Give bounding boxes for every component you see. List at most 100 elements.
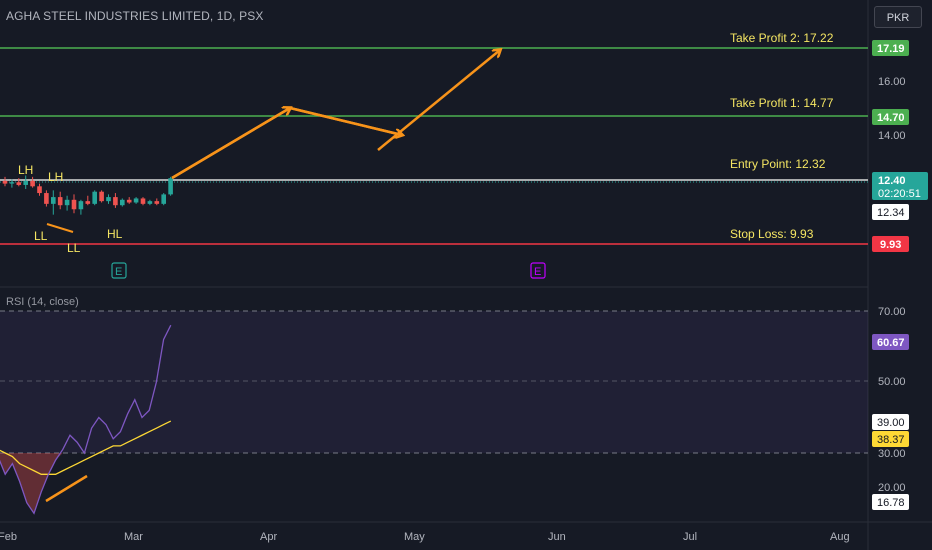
event-marker-1[interactable]	[111, 262, 127, 279]
rsi-oversold-fill	[0, 453, 171, 514]
symbol-title[interactable]: AGHA STEEL INDUSTRIES LIMITED, 1D, PSX	[6, 9, 264, 23]
candle[interactable]	[113, 193, 118, 208]
last-price-badge-text: 12.40	[878, 175, 906, 187]
swing-label-lh-1: LH	[18, 163, 33, 177]
candle[interactable]	[99, 190, 104, 203]
candle-body	[64, 199, 70, 206]
candle-body	[85, 201, 91, 204]
candle-body	[51, 197, 56, 204]
candle[interactable]	[30, 176, 35, 188]
candle-body	[147, 201, 153, 204]
candle-body	[126, 199, 132, 203]
take-profit-1-badge-text: 14.70	[877, 112, 905, 124]
time-label-jul: Jul	[683, 531, 697, 543]
close-ref-badge	[872, 204, 909, 220]
candle[interactable]	[37, 183, 42, 196]
rsi-ma-badge-text: 38.37	[877, 434, 905, 446]
price-tick-14: 14.00	[878, 130, 906, 142]
entry-point-label: Entry Point: 12.32	[730, 157, 826, 171]
rsi-divergence-line[interactable]	[45, 474, 88, 503]
rsi-tick-70: 70.00	[878, 306, 906, 318]
candle-body	[168, 178, 173, 195]
swing-label-ll-1: LL	[34, 229, 48, 243]
countdown-text: 02:20:51	[878, 188, 921, 200]
rsi-value-badge-text: 60.67	[877, 337, 905, 349]
event-marker-1-letter: E	[115, 266, 122, 278]
candle[interactable]	[133, 197, 139, 204]
take-profit-2-badge-text: 17.19	[877, 43, 905, 55]
time-label-feb: Feb	[0, 531, 17, 543]
rsi-lower-badge	[872, 494, 909, 510]
candle-body	[120, 199, 125, 206]
time-label-apr: Apr	[260, 531, 277, 543]
rsi-upper-badge	[872, 414, 909, 430]
take-profit-2-badge	[872, 40, 909, 56]
candle[interactable]	[16, 178, 22, 187]
candle[interactable]	[78, 199, 84, 215]
candle[interactable]	[126, 197, 132, 204]
price-tick-16: 16.00	[878, 76, 906, 88]
last-price-badge	[872, 172, 928, 200]
swing-label-lh-2: LH	[48, 170, 63, 184]
rsi-tick-50: 50.00	[878, 376, 906, 388]
candle-body	[16, 182, 22, 185]
projection-arrow-2[interactable]	[289, 106, 402, 135]
candle[interactable]	[85, 195, 91, 206]
rsi-line[interactable]	[0, 324, 172, 515]
candle-body	[106, 197, 111, 202]
candle[interactable]	[120, 198, 125, 207]
stop-loss-label: Stop Loss: 9.93	[730, 227, 814, 241]
time-label-mar: Mar	[124, 531, 143, 543]
rsi-series[interactable]	[0, 324, 172, 515]
rsi-ma-line[interactable]	[0, 420, 172, 475]
candle-body	[30, 180, 35, 187]
candle-body	[57, 197, 63, 206]
take-profit-2-label: Take Profit 2: 17.22	[730, 31, 834, 45]
time-label-jun: Jun	[548, 531, 566, 543]
candle[interactable]	[71, 194, 77, 214]
event-marker-2[interactable]	[530, 262, 546, 279]
candle[interactable]	[147, 199, 153, 206]
candle[interactable]	[161, 193, 166, 206]
swing-label-ll-2: LL	[67, 241, 81, 255]
candle[interactable]	[23, 175, 28, 190]
ll-trendline[interactable]	[46, 223, 74, 233]
projection-path[interactable]	[171, 106, 403, 180]
candle-body	[71, 199, 77, 210]
rsi-indicator-title[interactable]: RSI (14, close)	[6, 296, 79, 308]
take-profit-1-label: Take Profit 1: 14.77	[730, 96, 834, 110]
rsi-lower-badge-text: 16.78	[877, 497, 905, 509]
candle[interactable]	[9, 179, 15, 188]
rsi-upper-badge-text: 39.00	[877, 417, 905, 429]
candle[interactable]	[51, 190, 56, 215]
take-profit-1-badge	[872, 109, 909, 125]
candle[interactable]	[168, 176, 173, 196]
rsi-tick-20: 20.00	[878, 482, 906, 494]
close-ref-badge-text: 12.34	[877, 207, 905, 219]
candle-body	[23, 180, 28, 185]
candle[interactable]	[92, 190, 97, 206]
candle[interactable]	[154, 198, 160, 206]
projection-arrow-3[interactable]	[377, 50, 500, 151]
candle[interactable]	[44, 190, 49, 207]
candle[interactable]	[106, 194, 111, 204]
rsi-tick-30: 30.00	[878, 448, 906, 460]
candlestick-series[interactable]	[2, 175, 173, 215]
rsi-value-badge	[872, 334, 909, 350]
candle-body	[140, 198, 146, 204]
projection-arrow-1[interactable]	[171, 108, 290, 180]
candle[interactable]	[57, 191, 63, 210]
swing-label-hl: HL	[107, 227, 123, 241]
candle-body	[2, 180, 8, 184]
candle-body	[92, 191, 97, 204]
candle-body	[78, 201, 84, 210]
candle-body	[99, 191, 104, 202]
candle-body	[154, 201, 160, 204]
candle[interactable]	[140, 197, 146, 206]
candle[interactable]	[2, 176, 8, 187]
candle[interactable]	[64, 195, 70, 211]
currency-button[interactable]: PKR	[874, 6, 922, 28]
rsi-band-fill	[0, 311, 868, 453]
